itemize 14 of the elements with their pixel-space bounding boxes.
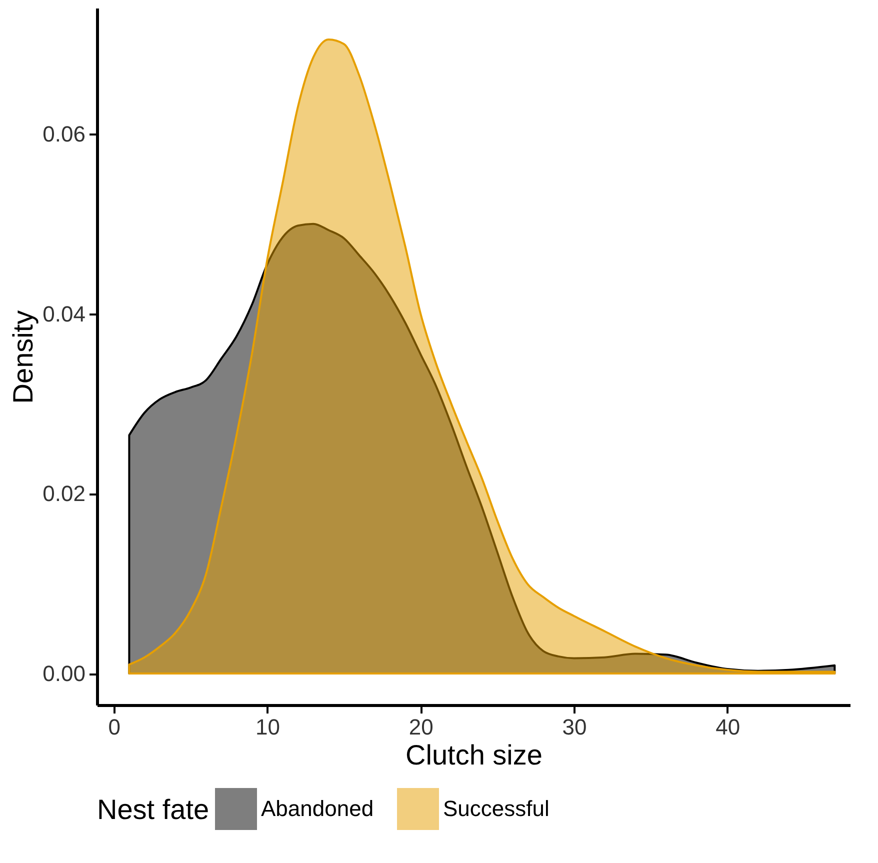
x-tick-label: 0 (108, 714, 120, 740)
x-tick-label: 30 (562, 714, 587, 740)
legend-label: Successful (443, 796, 550, 821)
y-tick-label: 0.00 (42, 661, 86, 686)
legend-label: Abandoned (261, 796, 374, 821)
y-tick-label: 0.02 (42, 481, 86, 506)
y-tick-label: 0.06 (42, 121, 86, 146)
y-axis-title: Density (8, 310, 39, 404)
y-tick-label: 0.04 (42, 301, 86, 326)
x-tick-label: 20 (408, 714, 434, 740)
x-tick-label: 40 (716, 714, 740, 740)
x-tick-label: 10 (255, 714, 280, 740)
x-axis-title: Clutch size (406, 740, 542, 770)
legend-title: Nest fate (97, 794, 210, 825)
